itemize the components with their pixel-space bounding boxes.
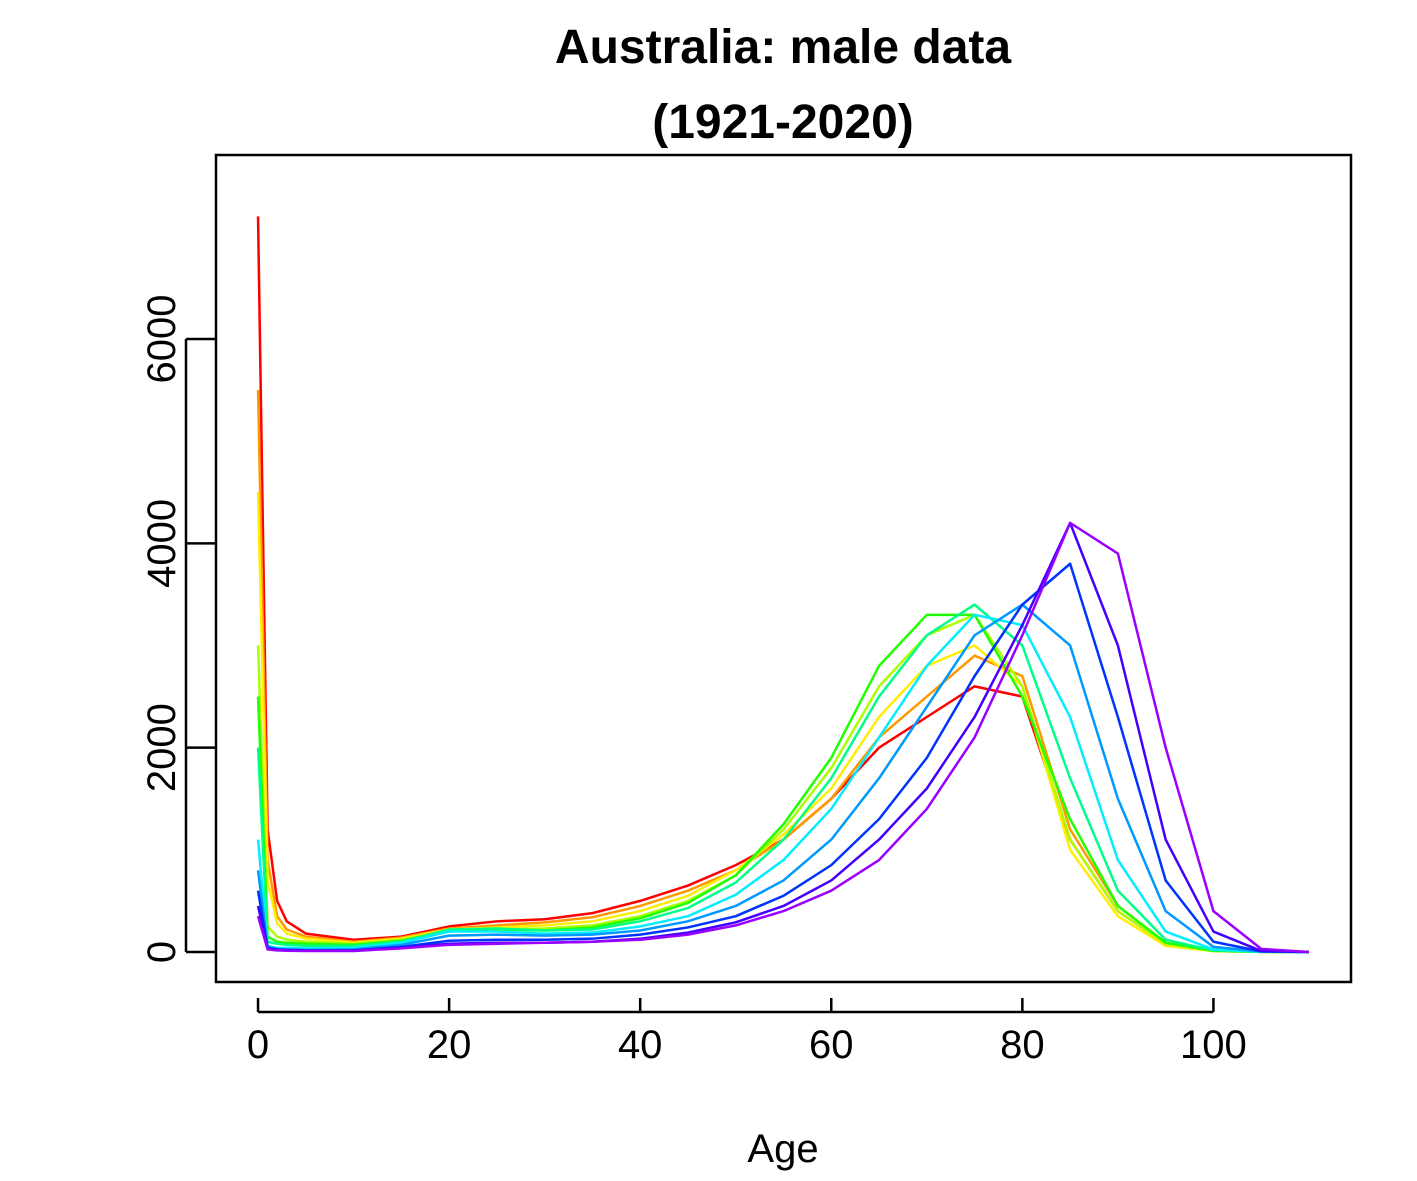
data-line <box>256 216 1309 954</box>
y-tick-label: 4000 <box>140 499 184 588</box>
x-tick-label: 80 <box>1000 1023 1045 1067</box>
x-tick-label: 100 <box>1180 1023 1247 1067</box>
plot-frame <box>214 153 1353 984</box>
x-tick-label: 40 <box>618 1023 663 1067</box>
x-tick-label: 60 <box>809 1023 854 1067</box>
x-tick-label: 0 <box>247 1023 269 1067</box>
data-line <box>256 521 1310 954</box>
y-tick-label: 0 <box>140 941 184 963</box>
x-tick-label: 20 <box>427 1023 472 1067</box>
x-axis-label: Age <box>747 1127 818 1171</box>
chart-title: Australia: male data <box>555 21 1011 74</box>
data-line <box>256 521 1309 954</box>
chart-title: (1921-2020) <box>652 96 914 149</box>
data-line <box>256 613 1309 954</box>
data-line <box>256 492 1309 954</box>
data-line <box>256 603 1309 954</box>
y-tick-label: 6000 <box>140 295 184 384</box>
data-line <box>256 613 1309 954</box>
data-line <box>256 562 1309 954</box>
data-line <box>256 390 1309 954</box>
y-tick-label: 2000 <box>140 703 184 792</box>
